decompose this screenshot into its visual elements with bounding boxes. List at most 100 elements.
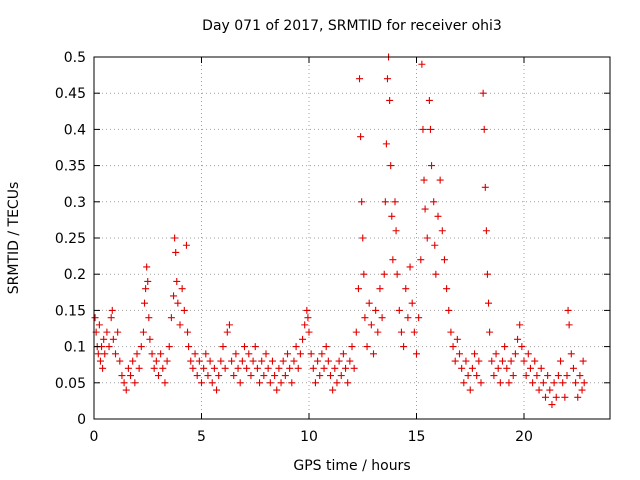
data-point — [456, 350, 463, 358]
data-point — [311, 379, 319, 387]
data-point — [260, 372, 268, 380]
y-tick-label: 0.4 — [64, 122, 86, 138]
y-tick-label: 0.35 — [55, 159, 86, 175]
data-point — [245, 350, 253, 358]
data-point — [381, 198, 389, 206]
data-point — [473, 372, 481, 380]
data-point — [131, 379, 139, 387]
data-point — [400, 343, 408, 351]
data-point — [176, 321, 184, 329]
data-point — [488, 357, 496, 365]
data-point — [281, 372, 289, 380]
data-point — [501, 343, 509, 351]
data-point — [167, 314, 175, 322]
data-point — [434, 212, 442, 220]
data-point — [230, 372, 238, 380]
y-tick-label: 0.1 — [64, 340, 86, 356]
data-point — [346, 357, 354, 365]
data-point — [447, 328, 455, 336]
data-point — [206, 357, 214, 365]
data-point — [477, 379, 485, 387]
data-point — [304, 314, 312, 322]
data-point — [482, 227, 490, 235]
data-point — [361, 314, 369, 322]
data-point — [425, 96, 433, 104]
data-point — [395, 306, 403, 314]
data-point — [554, 372, 562, 380]
data-point — [320, 364, 328, 372]
data-point — [193, 372, 201, 380]
data-point — [189, 364, 197, 372]
data-point — [533, 372, 541, 380]
data-point — [191, 350, 199, 358]
y-tick-label: 0.45 — [55, 86, 86, 102]
data-point — [99, 364, 107, 372]
data-point — [135, 364, 143, 372]
data-point — [460, 379, 468, 387]
data-point — [299, 335, 307, 343]
data-point — [363, 343, 371, 351]
data-point — [122, 386, 130, 394]
data-point — [507, 357, 515, 365]
data-point — [107, 314, 115, 322]
data-point — [228, 357, 236, 365]
data-point — [213, 386, 221, 394]
data-point — [574, 393, 582, 401]
data-point — [271, 372, 279, 380]
data-point — [238, 357, 246, 365]
data-point — [139, 328, 147, 336]
data-point — [386, 96, 394, 104]
data-point — [481, 183, 489, 191]
data-point — [374, 328, 382, 336]
data-point — [445, 306, 453, 314]
data-point — [210, 364, 218, 372]
data-point — [357, 133, 365, 141]
data-point — [195, 357, 203, 365]
data-point — [221, 364, 229, 372]
data-point — [387, 162, 395, 170]
data-point — [516, 321, 524, 329]
y-tick-label: 0.25 — [55, 231, 86, 247]
data-point — [251, 343, 259, 351]
data-point — [101, 350, 109, 358]
data-point — [108, 306, 116, 314]
data-point — [443, 285, 451, 293]
data-point — [316, 372, 324, 380]
data-point — [150, 364, 158, 372]
data-point — [413, 350, 420, 358]
data-point — [552, 393, 560, 401]
data-point — [163, 357, 171, 365]
y-tick-label: 0.15 — [55, 303, 86, 319]
data-point — [116, 357, 124, 365]
data-point — [112, 350, 119, 358]
data-point — [129, 357, 137, 365]
data-point — [170, 292, 178, 300]
data-point — [548, 401, 556, 409]
data-point — [144, 277, 152, 285]
data-point — [428, 162, 436, 170]
data-point — [565, 321, 573, 329]
data-point — [157, 350, 165, 358]
data-point — [499, 357, 506, 365]
data-point — [539, 379, 547, 387]
data-point — [187, 357, 195, 365]
data-point — [198, 379, 205, 387]
data-point — [360, 270, 368, 278]
data-point — [184, 328, 192, 336]
data-point — [483, 270, 491, 278]
data-point — [286, 364, 294, 372]
data-point — [397, 328, 405, 336]
data-point — [537, 364, 545, 372]
data-point — [579, 357, 587, 365]
axes: 0 0.05 0.1 0.15 0.2 0.25 0.3 0.35 0.4 0.45 0.5 0 5 10… — [55, 50, 610, 445]
data-point — [471, 350, 479, 358]
data-point — [564, 306, 572, 314]
data-point — [402, 285, 410, 293]
data-point — [305, 328, 313, 336]
data-point — [524, 350, 532, 358]
data-point — [322, 343, 330, 351]
data-point — [557, 357, 565, 365]
chart-title: Day 071 of 2017, SRMTID for receiver ohi… — [202, 18, 502, 34]
data-point — [314, 357, 322, 365]
data-point — [449, 343, 457, 351]
